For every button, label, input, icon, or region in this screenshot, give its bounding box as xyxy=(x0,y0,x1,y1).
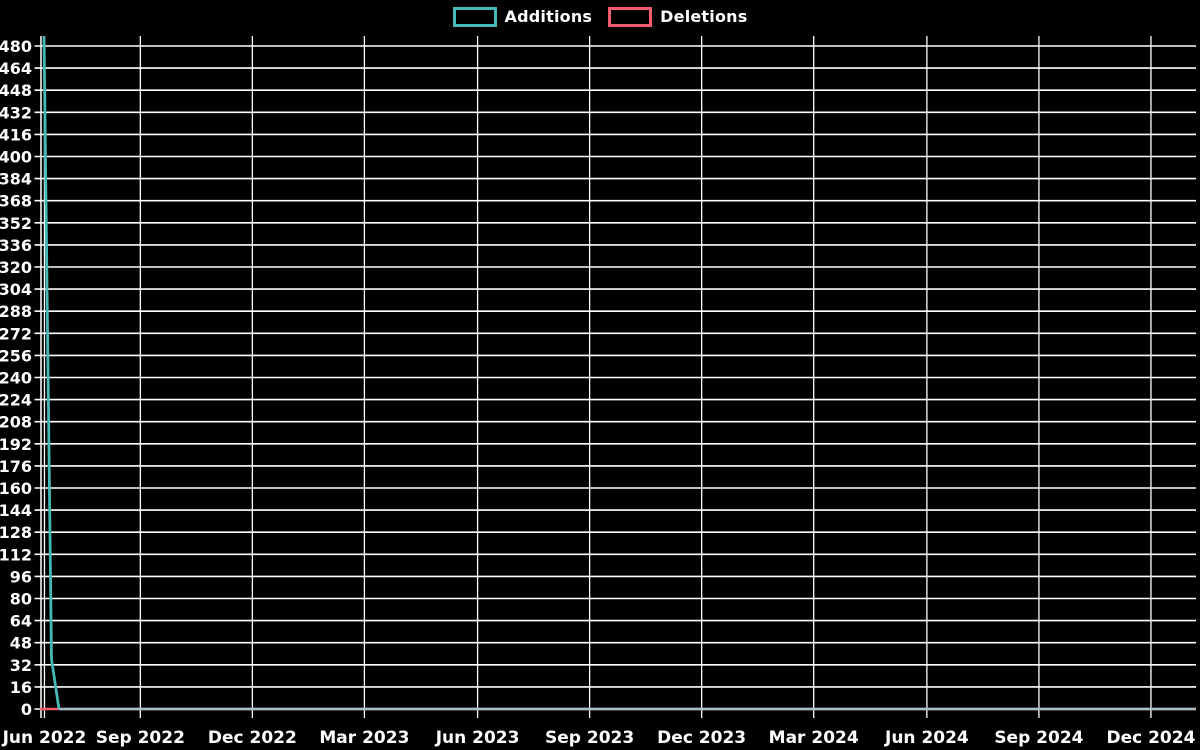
y-tick-label: 192 xyxy=(0,435,32,454)
y-tick-label: 272 xyxy=(0,324,32,343)
x-tick-label: Mar 2023 xyxy=(319,728,409,748)
x-tick-label: Dec 2024 xyxy=(1106,728,1195,748)
y-tick-label: 80 xyxy=(10,590,32,609)
y-tick-label: 320 xyxy=(0,258,32,277)
y-tick-label: 288 xyxy=(0,302,32,321)
y-tick-label: 96 xyxy=(10,567,32,586)
y-tick-label: 336 xyxy=(0,236,32,255)
y-tick-label: 464 xyxy=(0,59,32,78)
x-tick-label: Sep 2022 xyxy=(96,728,185,748)
y-tick-label: 480 xyxy=(0,37,32,56)
x-tick-label: Sep 2023 xyxy=(545,728,634,748)
y-tick-label: 64 xyxy=(10,612,32,631)
x-tick-label: Dec 2022 xyxy=(208,728,297,748)
y-tick-label: 32 xyxy=(10,656,32,675)
y-tick-label: 352 xyxy=(0,214,32,233)
x-tick-label: Sep 2024 xyxy=(994,728,1083,748)
y-tick-label: 240 xyxy=(0,369,32,388)
y-tick-label: 144 xyxy=(0,501,32,520)
y-tick-label: 208 xyxy=(0,413,32,432)
y-tick-label: 416 xyxy=(0,125,32,144)
y-tick-label: 224 xyxy=(0,391,32,410)
y-tick-label: 432 xyxy=(0,103,32,122)
x-tick-label: Jun 2024 xyxy=(884,728,969,748)
additions-spike-line xyxy=(42,36,61,710)
y-tick-label: 160 xyxy=(0,479,32,498)
x-tick-label: Dec 2023 xyxy=(657,728,746,748)
x-tick-label: Jun 2023 xyxy=(435,728,520,748)
y-tick-label: 304 xyxy=(0,280,32,299)
y-tick-label: 256 xyxy=(0,346,32,365)
y-tick-label: 16 xyxy=(10,678,32,697)
x-tick-label: Jun 2022 xyxy=(2,728,87,748)
y-tick-label: 112 xyxy=(0,545,32,564)
y-tick-label: 448 xyxy=(0,81,32,100)
y-tick-label: 400 xyxy=(0,148,32,167)
y-tick-label: 128 xyxy=(0,523,32,542)
y-tick-label: 384 xyxy=(0,170,32,189)
y-tick-label: 176 xyxy=(0,457,32,476)
y-tick-label: 368 xyxy=(0,192,32,211)
x-tick-label: Mar 2024 xyxy=(769,728,859,748)
y-tick-label: 0 xyxy=(21,700,32,719)
y-tick-label: 48 xyxy=(10,634,32,653)
